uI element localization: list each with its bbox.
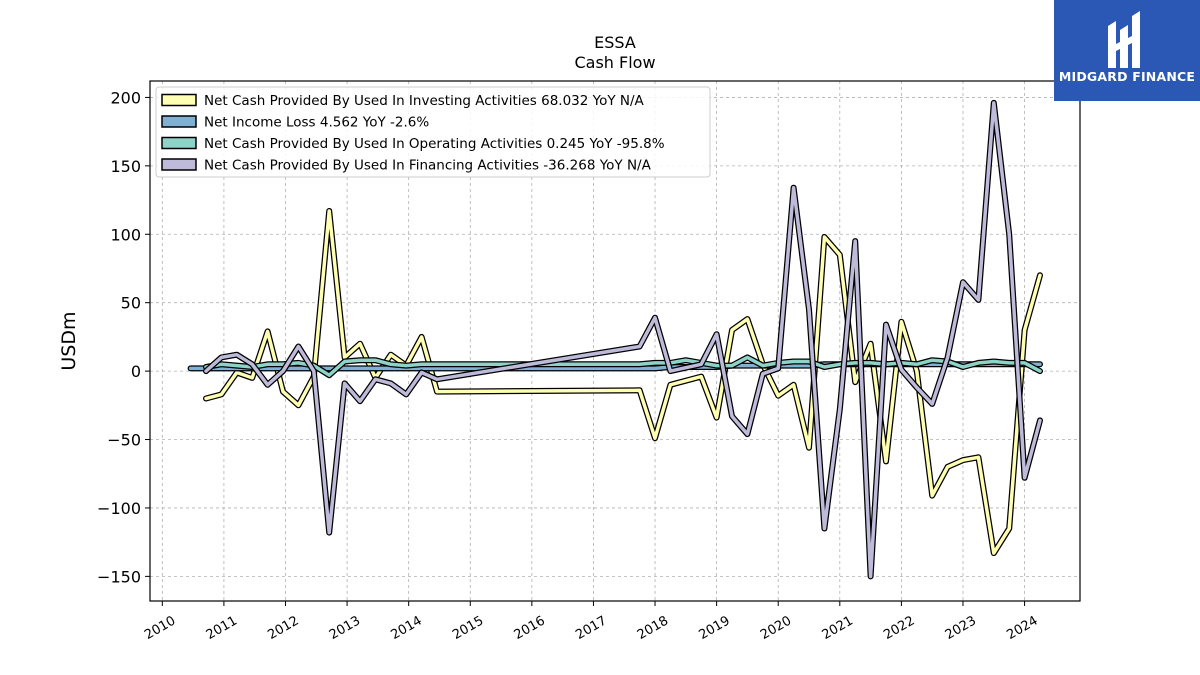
x-tick-label: 2012	[265, 613, 301, 643]
y-tick-label: 100	[110, 225, 141, 244]
y-tick-label: 50	[121, 294, 141, 313]
logo-mark-icon	[1108, 11, 1140, 68]
legend-swatch	[161, 158, 197, 171]
x-tick-label: 2011	[204, 613, 240, 643]
x-tick-label: 2010	[142, 613, 178, 643]
logo-text: MIDGARD FINANCE	[1058, 69, 1196, 84]
y-tick-label: −100	[97, 499, 141, 518]
midgard-finance-logo: MIDGARD FINANCE	[1054, 0, 1200, 101]
x-tick-label: 2021	[820, 613, 856, 643]
series-lines	[187, 99, 1043, 580]
y-tick-label: −150	[97, 567, 141, 586]
x-tick-label: 2013	[327, 613, 363, 643]
series-line-stroke	[204, 101, 1042, 579]
y-axis-label: USDm	[58, 311, 80, 370]
x-tick-label: 2023	[943, 613, 979, 643]
legend-entry: Net Cash Provided By Used In Financing A…	[204, 158, 652, 174]
x-tick-label: 2018	[635, 613, 671, 643]
legend-box	[155, 86, 711, 178]
legend-entry: Net Cash Provided By Used In Operating A…	[204, 136, 665, 152]
x-tick-label: 2019	[696, 613, 732, 643]
x-tick-label: 2022	[881, 613, 917, 643]
legend-entry: Net Income Loss 4.562 YoY -2.6%	[204, 115, 429, 131]
x-tick-label: 2020	[758, 613, 794, 643]
x-tick-label: 2017	[573, 613, 609, 643]
legend: Net Cash Provided By Used In Investing A…	[155, 86, 711, 178]
legend-entry: Net Cash Provided By Used In Investing A…	[204, 93, 645, 109]
legend-swatch	[161, 136, 197, 150]
series-line	[203, 99, 1043, 580]
x-tick-label: 2016	[512, 613, 548, 643]
y-tick-label: 150	[110, 157, 141, 176]
chart-subtitle: Cash Flow	[574, 53, 655, 72]
chart-title: ESSA	[594, 33, 636, 52]
y-tick-label: −50	[107, 431, 141, 450]
x-tick-label: 2014	[389, 613, 425, 643]
x-tick-label: 2024	[1004, 613, 1040, 643]
legend-swatch	[161, 93, 197, 107]
plot-frame	[149, 80, 1081, 602]
y-tick-label: 200	[110, 88, 141, 107]
x-tick-label: 2015	[450, 613, 486, 643]
legend-swatch	[161, 115, 197, 128]
y-tick-label: 0	[131, 362, 141, 381]
